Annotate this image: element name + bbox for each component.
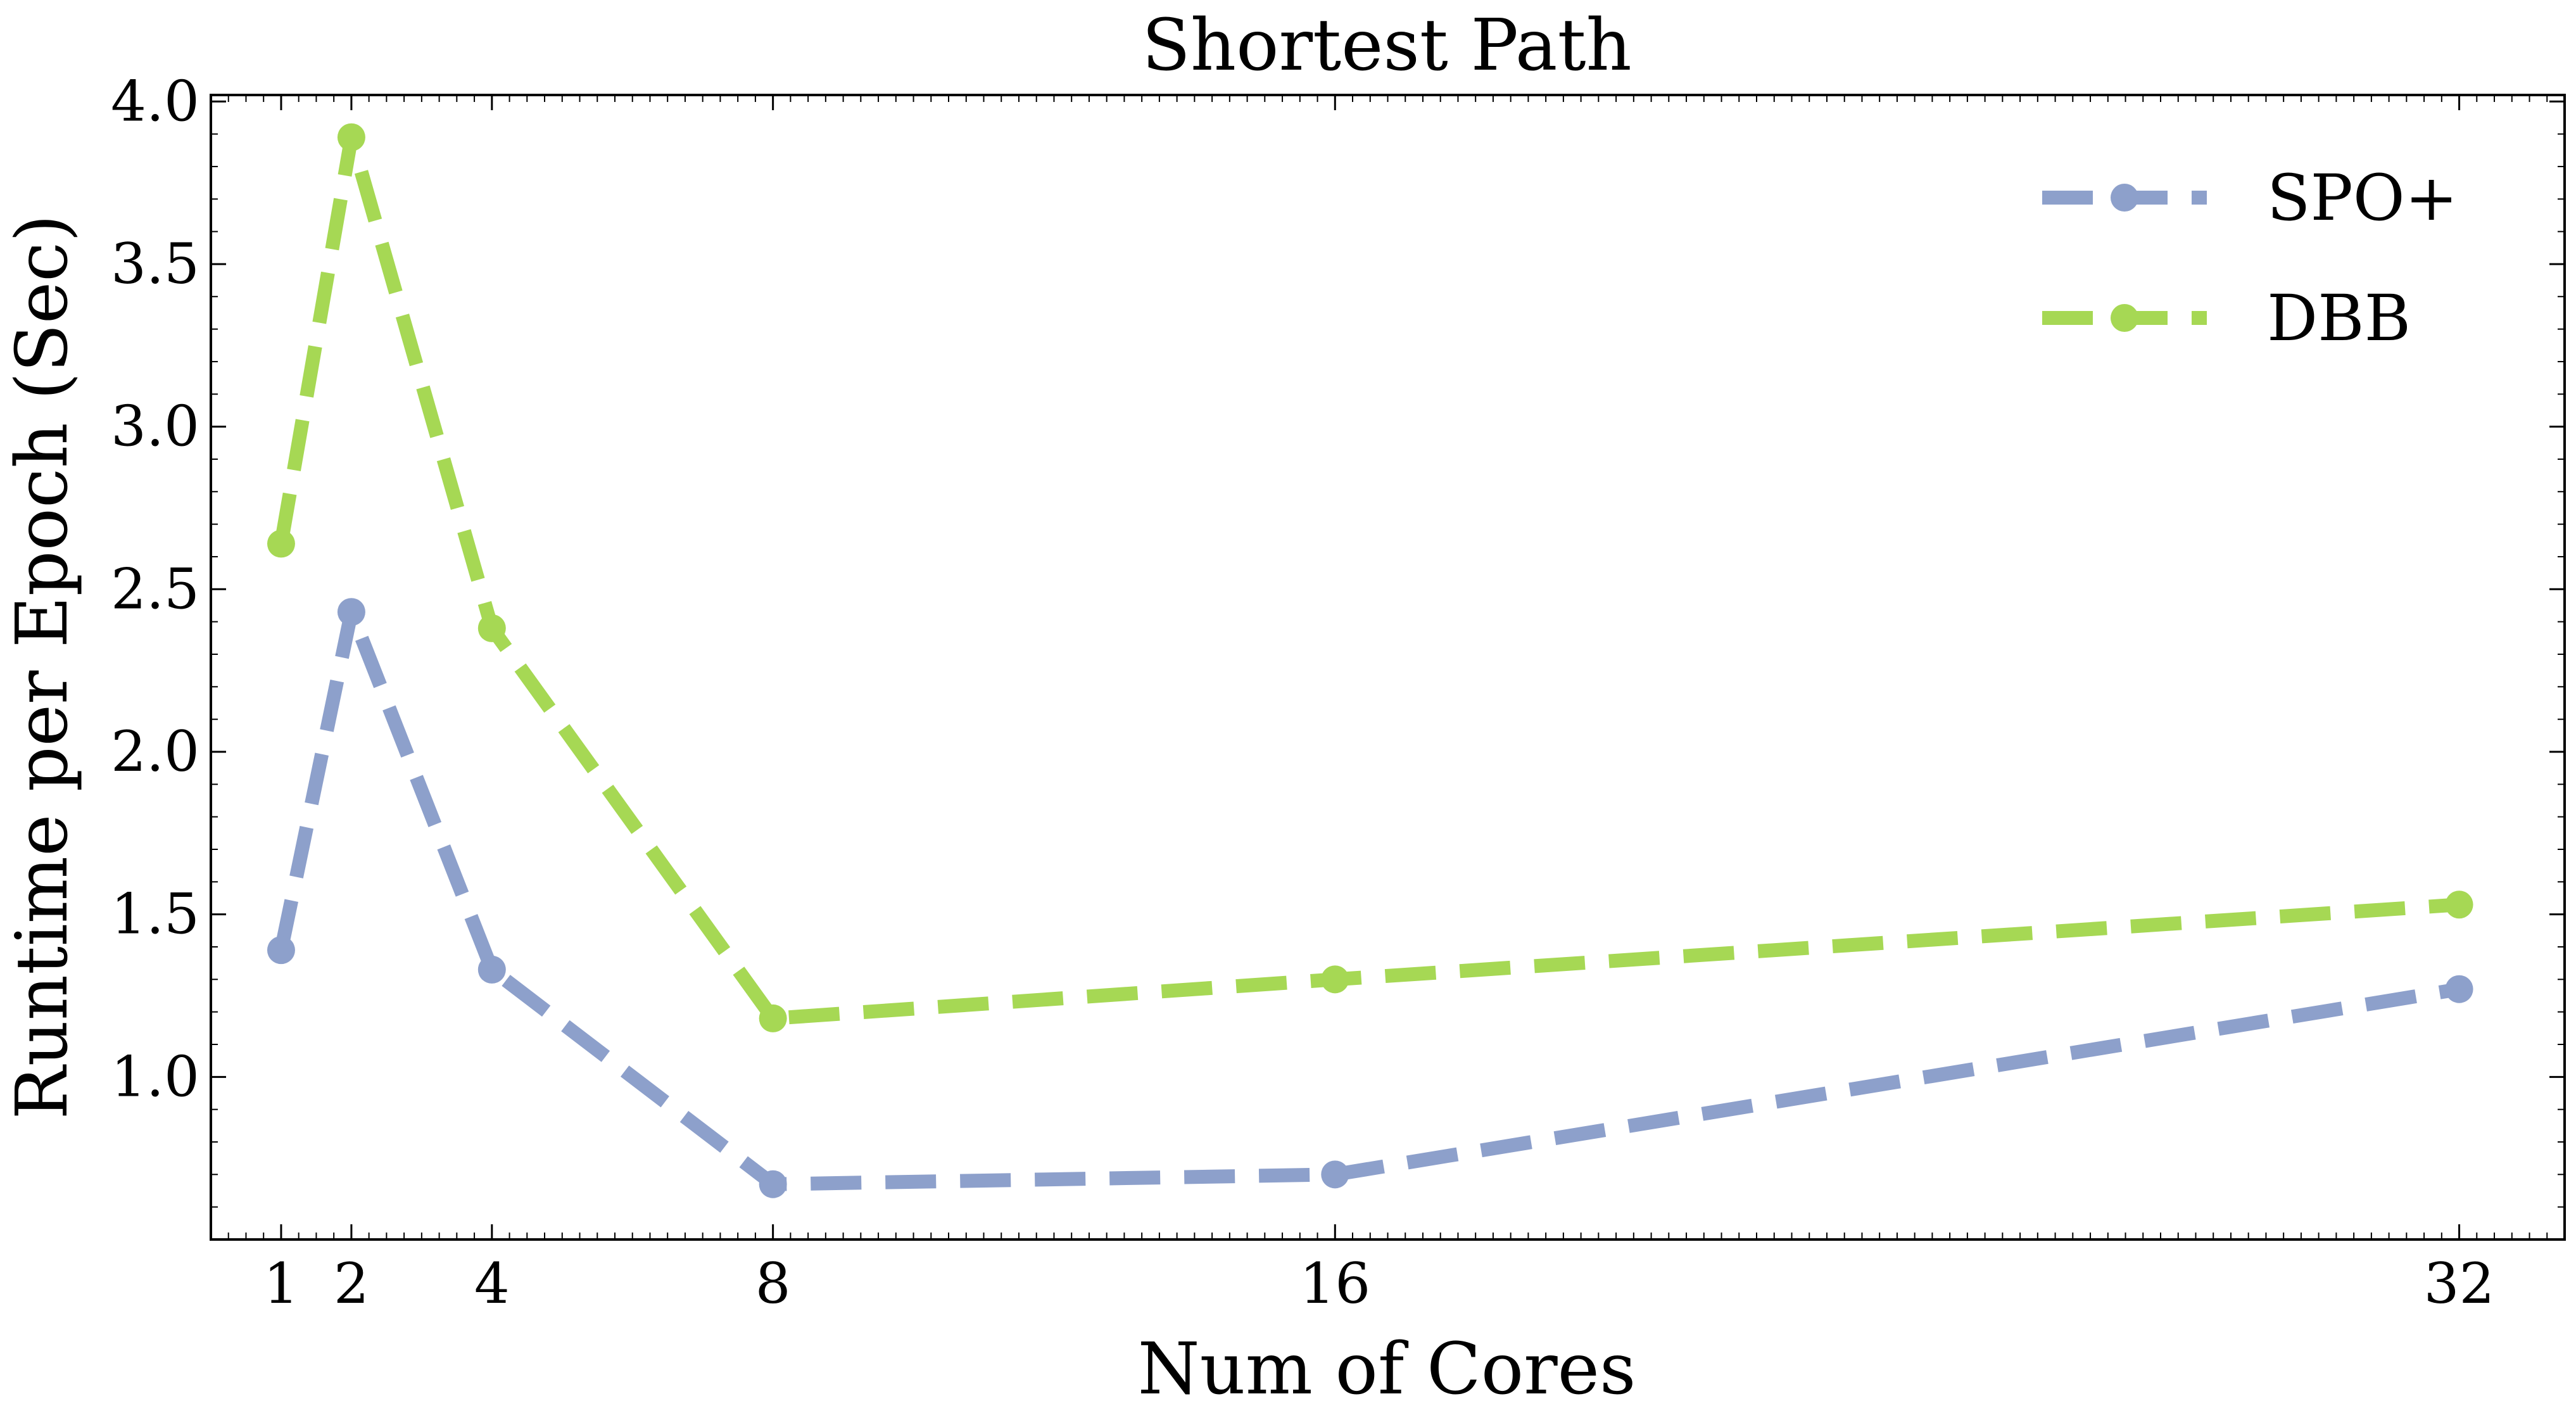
x-tick-label: 32 [2424, 1251, 2495, 1316]
legend: SPO+ DBB [2042, 161, 2458, 355]
data-point [2445, 891, 2473, 919]
y-tick-label: 1.0 [111, 1044, 199, 1109]
data-point [337, 598, 365, 626]
chart-title: Shortest Path [1142, 4, 1631, 87]
series-layer [267, 123, 2473, 1198]
y-axis-label: Runtime per Epoch (Sec) [1, 214, 84, 1119]
x-tick-label: 4 [474, 1251, 510, 1316]
series-line-spo- [274, 605, 2461, 1191]
data-point [477, 614, 506, 642]
series-line-dbb [274, 130, 2460, 1025]
y-tick-label: 3.0 [111, 394, 199, 459]
x-tick-labels: 1 2 4 8 16 32 [263, 1251, 2495, 1316]
legend-label: SPO+ [2267, 161, 2458, 235]
data-point [1321, 1160, 1349, 1189]
data-point [267, 936, 295, 965]
data-point [759, 1004, 787, 1032]
y-tick-label: 3.5 [111, 231, 199, 296]
data-point [477, 955, 506, 984]
data-point [2445, 975, 2473, 1003]
legend-label: DBB [2267, 281, 2411, 355]
plot-frame [210, 94, 2566, 1241]
y-tick-label: 4.0 [111, 68, 199, 134]
data-point [759, 1170, 787, 1198]
y-tick-labels: 1.0 1.5 2.0 2.5 3.0 3.5 4.0 [111, 68, 199, 1109]
x-tick-label: 8 [755, 1251, 791, 1316]
data-point [337, 123, 365, 151]
x-tick-label: 2 [334, 1251, 369, 1316]
legend-swatch-marker [2111, 184, 2138, 212]
y-tick-label: 2.0 [111, 719, 199, 784]
x-axis-label: Num of Cores [1138, 1328, 1636, 1410]
legend-swatch-marker [2111, 304, 2138, 332]
x-tick-label: 16 [1299, 1251, 1370, 1316]
x-tick-label: 1 [263, 1251, 299, 1316]
data-point [267, 529, 295, 558]
y-tick-label: 2.5 [111, 556, 199, 621]
axis-ticks [210, 95, 2565, 1240]
data-point [1321, 965, 1349, 994]
y-tick-label: 1.5 [111, 882, 199, 947]
